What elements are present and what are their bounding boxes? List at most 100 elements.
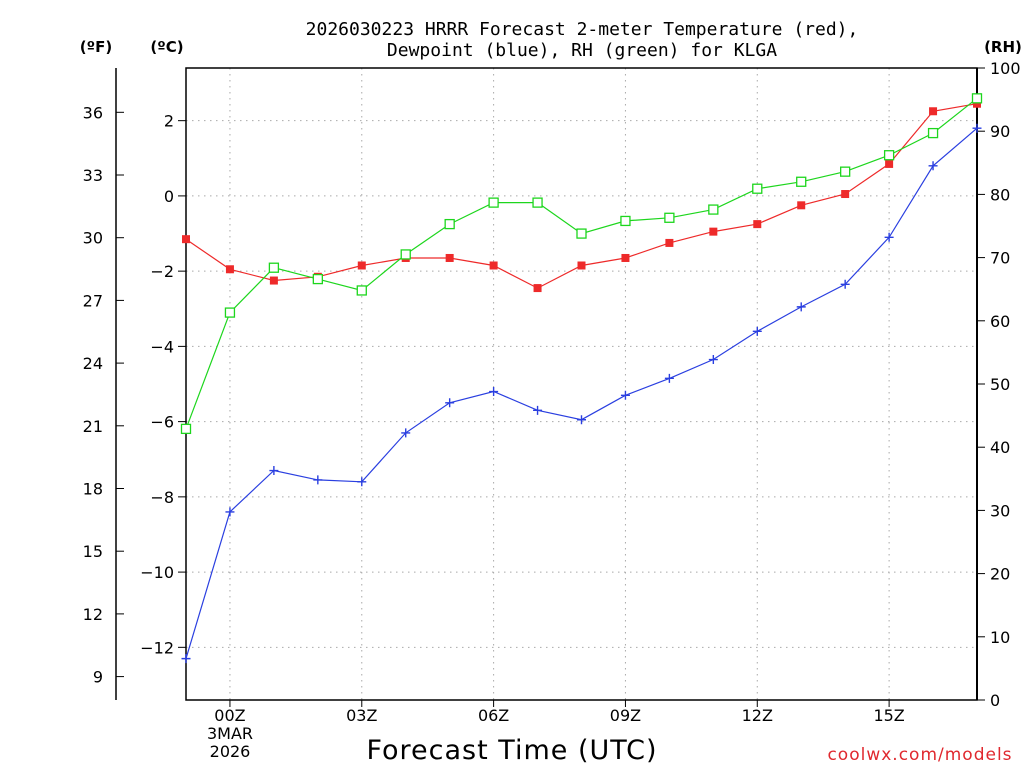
temperature-point	[973, 99, 981, 108]
rh-point	[224, 307, 236, 318]
dewpoint-point	[269, 466, 279, 476]
dewpoint-point	[313, 475, 323, 485]
dewpoint-point	[533, 405, 543, 415]
rh-point	[927, 127, 939, 139]
rh-tick-label: 60	[990, 312, 1010, 331]
rh-tick-label: 50	[990, 375, 1010, 394]
celsius-tick-label: −10	[140, 563, 174, 582]
dewpoint-point	[664, 373, 674, 383]
dewpoint-point	[796, 302, 806, 312]
celsius-tick-label: −4	[150, 337, 174, 356]
temperature-point	[225, 265, 234, 274]
celsius-tick-label: −2	[150, 262, 174, 281]
temperature-point	[797, 201, 806, 210]
dewpoint-point	[840, 279, 850, 289]
fahrenheit-tick-label: 21	[83, 417, 103, 436]
rh-point	[532, 197, 543, 208]
rh-point	[576, 228, 587, 239]
rh-tick-label: 10	[990, 628, 1010, 647]
x-tick-label-09Z: 09Z	[610, 706, 641, 725]
axes: 00Z 03Z 06Z 09Z 12Z 15Z20−2−4−6−8−10−12363330…	[83, 59, 1021, 725]
x-tick-label-00Z: 00Z	[214, 706, 245, 725]
rh-point	[664, 212, 675, 223]
credit-link[interactable]: coolwx.com/models	[827, 745, 1012, 765]
rh-tick-label: 70	[990, 249, 1010, 268]
rh-tick-label: 20	[990, 565, 1010, 584]
dewpoint-point	[225, 507, 235, 517]
rh-point	[971, 93, 983, 104]
rh-point	[180, 423, 192, 435]
celsius-tick-label: 2	[164, 112, 174, 131]
fahrenheit-tick-label: 27	[83, 291, 103, 310]
rh-point	[752, 183, 763, 194]
chart-title-line-1: 2026030223 HRRR Forecast 2-meter Tempera…	[306, 19, 859, 40]
dewpoint-point	[181, 654, 191, 664]
temperature-point	[929, 107, 938, 116]
fahrenheit-tick-label: 15	[83, 542, 103, 561]
celsius-tick-label: −12	[140, 638, 174, 657]
dewpoint-point	[401, 428, 411, 438]
dewpoint-point	[489, 387, 499, 397]
rh-point	[840, 166, 851, 177]
rh-tick-label: 90	[990, 122, 1010, 141]
rh-point	[796, 176, 807, 187]
rh-point	[400, 249, 411, 260]
rh-point	[620, 215, 631, 227]
rh-point	[312, 273, 323, 285]
rh-point	[268, 262, 280, 273]
rh-tick-label: 80	[990, 185, 1010, 204]
temperature-point	[269, 276, 278, 285]
grid-lines	[186, 68, 977, 700]
date-label-year: 2026	[210, 742, 251, 761]
dewpoint-point	[357, 477, 367, 487]
rh-point	[356, 285, 367, 296]
temperature-point	[357, 261, 366, 270]
fahrenheit-tick-label: 18	[83, 479, 103, 498]
dewpoint-point	[445, 398, 455, 408]
x-tick-label-15Z: 15Z	[873, 706, 904, 725]
temperature-point	[841, 190, 850, 199]
celsius-tick-label: −6	[150, 413, 174, 432]
fahrenheit-tick-label: 33	[83, 166, 103, 185]
dewpoint-series-line	[185, 127, 978, 659]
dewpoint-point	[577, 415, 586, 425]
fahrenheit-tick-label: 36	[83, 103, 103, 122]
temperature-point	[533, 284, 542, 293]
dewpoint-point	[620, 390, 630, 400]
fahrenheit-tick-label: 24	[83, 354, 103, 373]
dewpoint-point	[752, 326, 762, 336]
celsius-unit-label: (ºC)	[150, 38, 183, 56]
fahrenheit-tick-label: 30	[83, 229, 103, 248]
date-label-month: 3MAR	[207, 724, 253, 743]
x-axis-title: Forecast Time (UTC)	[366, 735, 657, 766]
dewpoint-point	[884, 232, 894, 242]
plot-frame	[185, 67, 978, 701]
fahrenheit-unit-label: (ºF)	[80, 38, 112, 56]
rh-point	[883, 150, 895, 161]
rh-tick-label: 100	[990, 59, 1021, 78]
temperature-point	[709, 227, 718, 236]
celsius-tick-label: 0	[164, 187, 174, 206]
temperature-point	[445, 253, 454, 262]
rh-point	[444, 218, 455, 230]
chart-title-line-2: Dewpoint (blue), RH (green) for KLGA	[387, 40, 777, 61]
rh-point	[708, 204, 719, 215]
temperature-point	[885, 159, 894, 168]
rh-tick-label: 40	[990, 438, 1010, 457]
temperature-point	[621, 253, 630, 262]
dewpoint-point	[928, 161, 938, 171]
fahrenheit-tick-label: 9	[93, 668, 103, 687]
rh-tick-label: 30	[990, 501, 1010, 520]
data-series	[180, 93, 983, 664]
temperature-point	[577, 261, 586, 270]
x-tick-label-12Z: 12Z	[742, 706, 773, 725]
rh-unit-label: (RH)	[984, 38, 1022, 56]
rh-tick-label: 0	[990, 691, 1000, 710]
temperature-point	[665, 238, 674, 247]
temperature-point	[489, 261, 498, 270]
dewpoint-point	[972, 123, 982, 133]
rh-point	[488, 197, 499, 208]
temperature-point	[182, 235, 190, 244]
x-tick-label-03Z: 03Z	[346, 706, 377, 725]
